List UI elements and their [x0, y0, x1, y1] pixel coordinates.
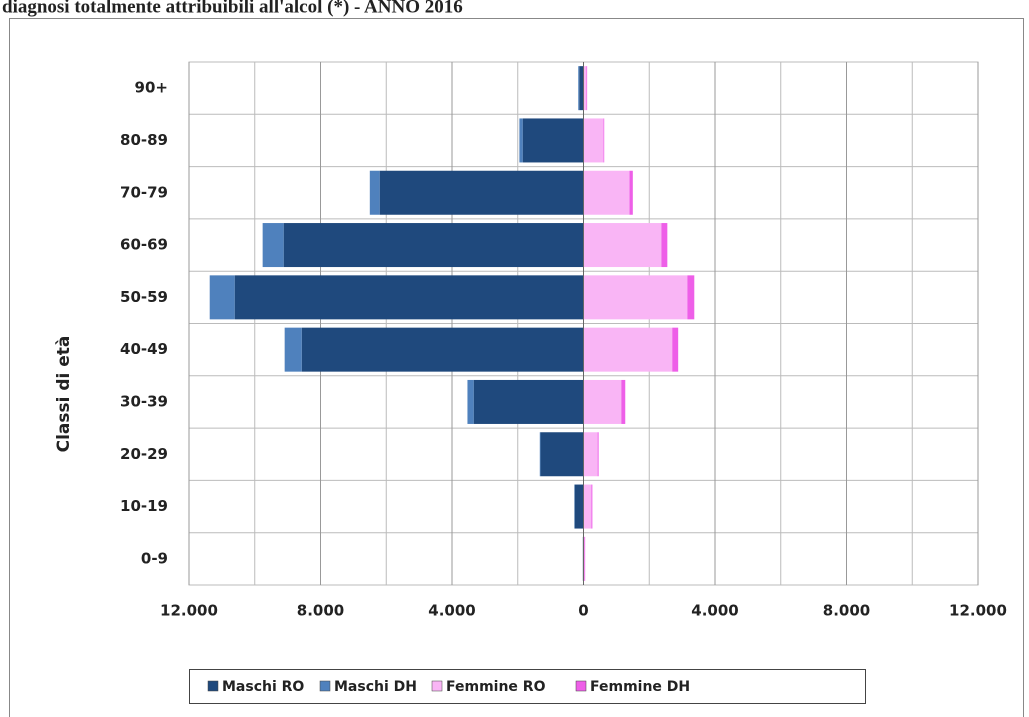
- bar: [621, 379, 626, 424]
- y-tick-label: 20-29: [120, 445, 168, 463]
- bar: [583, 327, 673, 372]
- bar: [584, 536, 586, 581]
- bar: [597, 432, 599, 477]
- bar: [574, 484, 584, 529]
- legend-box: [189, 669, 866, 704]
- chart-title: diagnosi totalmente attribuibili all'alc…: [2, 0, 463, 17]
- bar: [583, 275, 688, 320]
- bar: [301, 327, 584, 372]
- x-tick-label: 12.000: [160, 602, 218, 620]
- x-tick-label: 12.000: [949, 602, 1007, 620]
- bar: [672, 327, 679, 372]
- y-tick-label: 60-69: [120, 236, 168, 254]
- legend-label: Maschi DH: [334, 679, 417, 695]
- y-tick-label: 50-59: [120, 288, 168, 306]
- bar: [583, 118, 604, 163]
- y-tick-label: 70-79: [120, 183, 168, 201]
- bar: [583, 66, 587, 111]
- legend-swatch: [207, 680, 219, 692]
- bar: [579, 66, 584, 111]
- bar: [473, 379, 584, 424]
- bar: [583, 484, 592, 529]
- x-tick-label: 4.000: [691, 602, 738, 620]
- bar: [583, 170, 630, 215]
- y-tick-label: 0-9: [141, 549, 168, 567]
- y-tick-label: 90+: [135, 79, 168, 97]
- x-tick-label: 4.000: [428, 602, 475, 620]
- bar: [234, 275, 584, 320]
- chart-frame: [9, 18, 1024, 717]
- bar: [539, 432, 541, 477]
- y-tick-label: 80-89: [120, 131, 168, 149]
- x-tick-label: 8.000: [823, 602, 870, 620]
- bar: [522, 118, 584, 163]
- bar: [540, 432, 584, 477]
- y-axis-label: Classi di età: [54, 336, 74, 453]
- bar: [583, 432, 598, 477]
- y-tick-label: 10-19: [120, 497, 168, 515]
- y-tick-label: 30-39: [120, 392, 168, 410]
- bar: [591, 484, 593, 529]
- legend-swatch: [431, 680, 443, 692]
- bar: [661, 223, 668, 268]
- legend-swatch: [575, 680, 587, 692]
- bar: [519, 118, 523, 163]
- y-tick-label: 40-49: [120, 340, 168, 358]
- legend-swatch: [319, 680, 331, 692]
- bar: [586, 66, 588, 111]
- bar: [284, 327, 302, 372]
- x-tick-label: 0: [578, 602, 588, 620]
- x-tick-label: 8.000: [297, 602, 344, 620]
- bar: [583, 223, 662, 268]
- bar: [687, 275, 695, 320]
- bar: [262, 223, 284, 268]
- bar: [583, 379, 622, 424]
- bar: [578, 66, 580, 111]
- bar: [283, 223, 584, 268]
- bar: [209, 275, 235, 320]
- bar: [379, 170, 584, 215]
- bar: [603, 118, 605, 163]
- bar: [629, 170, 633, 215]
- bar: [467, 379, 474, 424]
- legend-label: Femmine DH: [590, 679, 690, 695]
- bar: [369, 170, 380, 215]
- legend-label: Maschi RO: [222, 679, 304, 695]
- legend-label: Femmine RO: [446, 679, 546, 695]
